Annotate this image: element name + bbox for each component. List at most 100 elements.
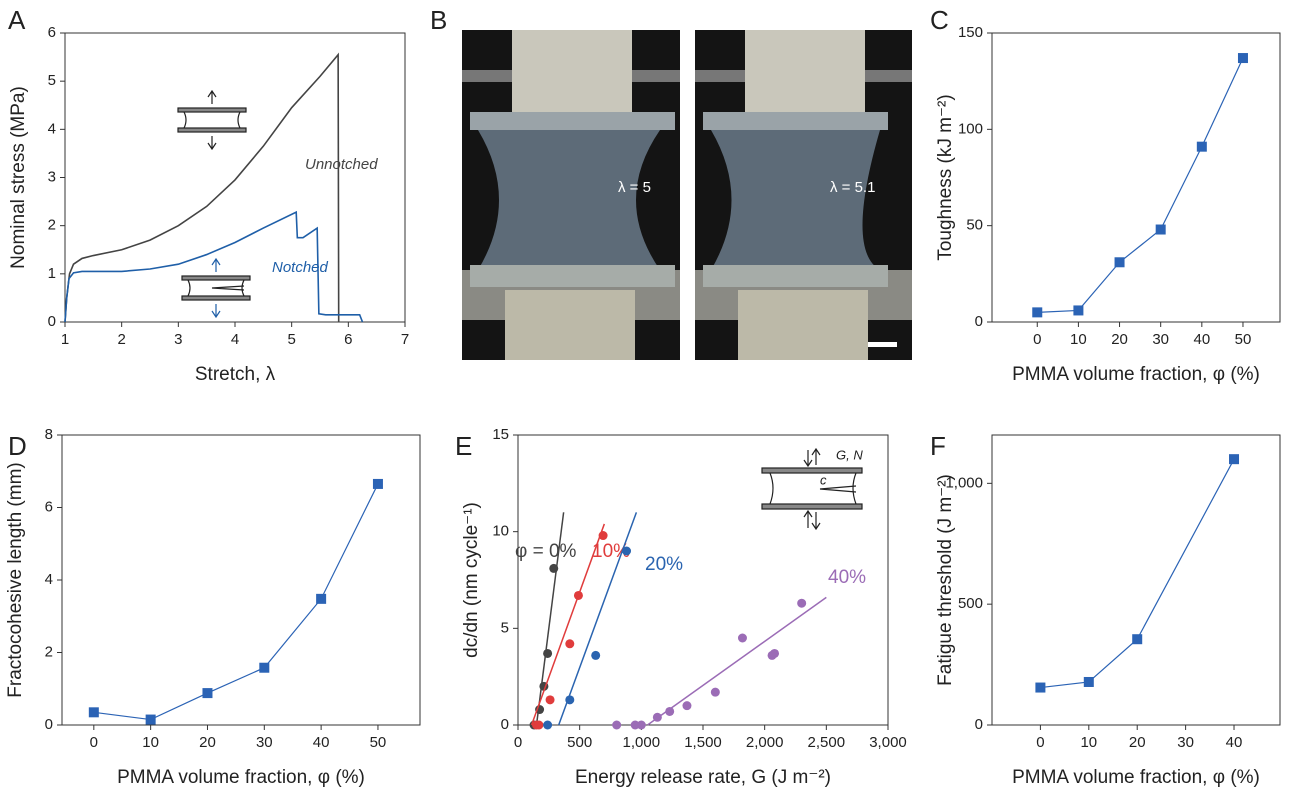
data-line <box>1037 57 1244 313</box>
y-tick-label: 4 <box>45 571 53 588</box>
data-point <box>737 633 747 643</box>
data-point <box>770 648 780 658</box>
y-tick-label: 0 <box>975 313 983 330</box>
data-point <box>565 639 575 649</box>
data-point <box>797 598 807 608</box>
y-tick-label: 500 <box>958 595 983 612</box>
x-tick-label: 0 <box>1036 734 1044 751</box>
panel-letter: A <box>8 5 26 35</box>
x-tick-label: 1,500 <box>684 734 722 751</box>
y-tick-label: 100 <box>958 120 983 137</box>
y-tick-label: 15 <box>492 426 509 443</box>
y-axis-title: Toughness (kJ m⁻²) <box>935 94 956 260</box>
x-tick-label: 7 <box>401 331 409 348</box>
x-tick-label: 10 <box>142 734 159 751</box>
annotation: Unnotched <box>305 156 378 173</box>
x-axis-title: Energy release rate, G (J m⁻²) <box>575 767 831 788</box>
fit-line <box>647 596 827 726</box>
y-tick-label: 5 <box>501 619 509 636</box>
data-line <box>64 210 364 323</box>
data-point <box>622 546 632 556</box>
panel-letter: E <box>455 431 472 461</box>
x-tick-label: 0 <box>1033 331 1041 348</box>
y-tick-label: 6 <box>48 24 56 41</box>
x-tick-label: 2,000 <box>746 734 784 751</box>
data-point <box>665 706 675 716</box>
x-tick-label: 20 <box>1129 734 1146 751</box>
data-marker <box>1155 224 1166 235</box>
specimen-sketch <box>177 89 247 151</box>
x-tick-label: 500 <box>567 734 592 751</box>
inset-label: G, N <box>836 447 863 462</box>
x-tick-label: 1 <box>61 331 69 348</box>
data-point <box>652 712 662 722</box>
x-tick-label: 10 <box>1070 331 1087 348</box>
x-axis-title: Stretch, λ <box>195 364 276 385</box>
data-marker <box>1229 454 1240 465</box>
y-tick-label: 1,000 <box>945 474 983 491</box>
x-tick-label: 0 <box>90 734 98 751</box>
x-tick-label: 20 <box>1111 331 1128 348</box>
y-tick-label: 4 <box>48 120 56 137</box>
y-tick-label: 0 <box>48 313 56 330</box>
y-tick-label: 0 <box>975 716 983 733</box>
plot-frame <box>991 434 1281 726</box>
data-point <box>591 650 601 660</box>
data-marker <box>145 714 156 725</box>
series-label: 40% <box>828 567 866 588</box>
panel-letter: C <box>930 5 949 35</box>
x-tick-label: 2,500 <box>808 734 846 751</box>
data-point <box>636 720 646 730</box>
y-tick-label: 0 <box>501 716 509 733</box>
x-tick-label: 40 <box>313 734 330 751</box>
data-marker <box>1114 257 1125 268</box>
x-tick-label: 3 <box>174 331 182 348</box>
x-tick-label: 50 <box>370 734 387 751</box>
y-tick-label: 150 <box>958 24 983 41</box>
data-line <box>1040 458 1235 689</box>
data-point <box>565 695 575 705</box>
data-marker <box>259 662 270 673</box>
x-tick-label: 50 <box>1235 331 1252 348</box>
x-tick-label: 40 <box>1193 331 1210 348</box>
data-marker <box>1083 676 1094 687</box>
data-marker <box>1035 682 1046 693</box>
x-tick-label: 4 <box>231 331 239 348</box>
x-tick-label: 40 <box>1226 734 1243 751</box>
data-point <box>682 701 692 711</box>
x-axis-title: PMMA volume fraction, φ (%) <box>1012 364 1260 385</box>
data-line <box>64 52 340 323</box>
data-marker <box>1237 53 1248 64</box>
data-point <box>598 531 608 541</box>
x-tick-label: 3,000 <box>869 734 907 751</box>
x-tick-label: 2 <box>117 331 125 348</box>
plot-frame <box>991 32 1281 323</box>
x-tick-label: 0 <box>514 734 522 751</box>
x-tick-label: 30 <box>1152 331 1169 348</box>
x-tick-label: 1,000 <box>623 734 661 751</box>
data-point <box>612 720 622 730</box>
x-tick-label: 20 <box>199 734 216 751</box>
annotation: Notched <box>272 259 329 276</box>
x-tick-label: 10 <box>1080 734 1097 751</box>
data-point <box>630 720 640 730</box>
data-marker <box>372 478 383 489</box>
notched-sketch <box>181 257 251 319</box>
crack-sketch <box>761 447 863 531</box>
y-axis-title: Nominal stress (MPa) <box>8 86 29 269</box>
panel-letter: F <box>930 431 946 461</box>
data-marker <box>1132 634 1143 645</box>
inset-label: c <box>820 472 827 487</box>
data-marker <box>1073 305 1084 316</box>
data-point <box>534 720 544 730</box>
plot-frame <box>61 434 421 726</box>
data-point <box>549 563 559 573</box>
x-tick-label: 30 <box>1177 734 1194 751</box>
y-axis-title: dc/dn (nm cycle⁻¹) <box>461 502 482 658</box>
series-label: φ = 0% <box>515 541 577 562</box>
y-tick-label: 3 <box>48 168 56 185</box>
panel-letter: B <box>430 5 447 35</box>
y-tick-label: 6 <box>45 498 53 515</box>
stretch-label: λ = 5.1 <box>830 179 875 196</box>
